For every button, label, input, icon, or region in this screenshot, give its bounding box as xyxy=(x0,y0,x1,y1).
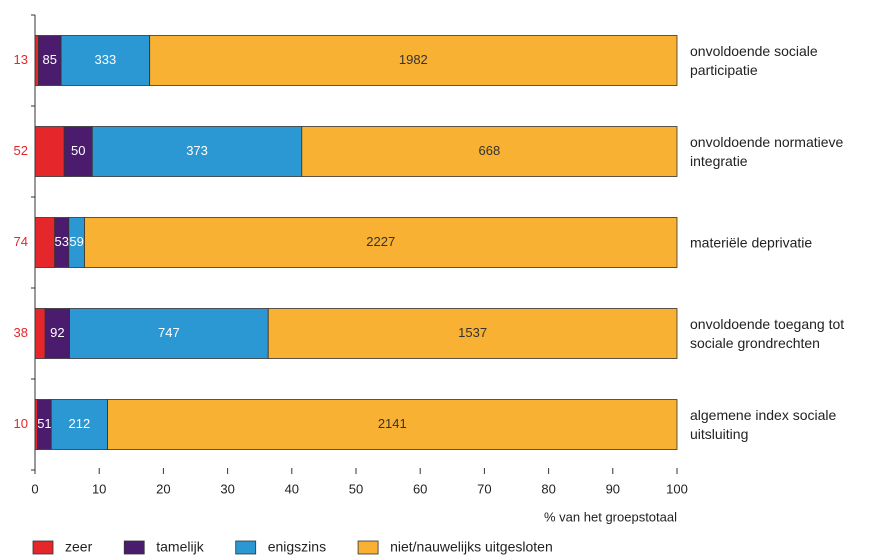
legend-label: zeer xyxy=(65,539,93,555)
bar-segment xyxy=(50,399,109,450)
value-label: 59 xyxy=(69,234,83,249)
x-tick-label: 20 xyxy=(156,481,170,496)
category-label: algemene index sociale uitsluiting xyxy=(690,406,837,442)
category-label: onvoldoende toegang tot sociale grondrec… xyxy=(690,315,845,351)
value-label: 2227 xyxy=(366,234,395,249)
bar-segment xyxy=(149,35,678,86)
legend-label: enigszins xyxy=(268,539,326,555)
bar-segment xyxy=(34,217,56,268)
bar-segment xyxy=(34,35,39,86)
value-label: 53 xyxy=(55,234,69,249)
x-tick-label: 60 xyxy=(413,481,427,496)
value-label: 52 xyxy=(14,143,28,158)
value-label: 2141 xyxy=(378,416,407,431)
bar-segment xyxy=(69,308,269,359)
x-tick-label: 100 xyxy=(666,481,688,496)
bar-segment xyxy=(34,126,65,177)
bar-segment xyxy=(84,217,678,268)
value-label: 74 xyxy=(14,234,28,249)
x-tick-label: 70 xyxy=(477,481,491,496)
category-label: onvoldoende normatieve integratie xyxy=(690,133,844,169)
value-label: 51 xyxy=(37,416,51,431)
legend-swatch xyxy=(357,540,379,555)
value-label: 85 xyxy=(43,52,57,67)
x-tick-label: 90 xyxy=(606,481,620,496)
bar-segment xyxy=(63,126,93,177)
value-label: 373 xyxy=(186,143,208,158)
value-label: 10 xyxy=(14,416,28,431)
value-label: 333 xyxy=(95,52,117,67)
value-label: 92 xyxy=(50,325,64,340)
legend-label: niet/nauwelijks uitgesloten xyxy=(390,539,553,555)
value-label: 747 xyxy=(158,325,180,340)
bar-segment xyxy=(44,308,70,359)
x-tick-label: 0 xyxy=(31,481,38,496)
legend-swatch xyxy=(123,540,145,555)
x-axis-label: % van het groepstotaal xyxy=(544,509,677,524)
value-label: 1982 xyxy=(399,52,428,67)
x-tick-label: 30 xyxy=(220,481,234,496)
bar-segment xyxy=(91,126,303,177)
value-label: 1537 xyxy=(458,325,487,340)
legend-label: tamelijk xyxy=(156,539,204,555)
bar-segment xyxy=(301,126,678,177)
legend-swatch xyxy=(32,540,54,555)
x-tick-label: 80 xyxy=(541,481,555,496)
x-tick-label: 40 xyxy=(285,481,299,496)
category-label: materiële deprivatie xyxy=(690,234,813,250)
value-label: 13 xyxy=(14,52,28,67)
bar-segment xyxy=(34,308,46,359)
bar-segment xyxy=(267,308,678,359)
value-label: 38 xyxy=(14,325,28,340)
value-label: 50 xyxy=(71,143,85,158)
value-label: 212 xyxy=(69,416,91,431)
value-label: 668 xyxy=(479,143,501,158)
bar-segment xyxy=(107,399,678,450)
category-label: onvoldoende sociale participatie xyxy=(690,42,818,78)
x-tick-label: 10 xyxy=(92,481,106,496)
x-tick-label: 50 xyxy=(349,481,363,496)
legend-swatch xyxy=(235,540,257,555)
